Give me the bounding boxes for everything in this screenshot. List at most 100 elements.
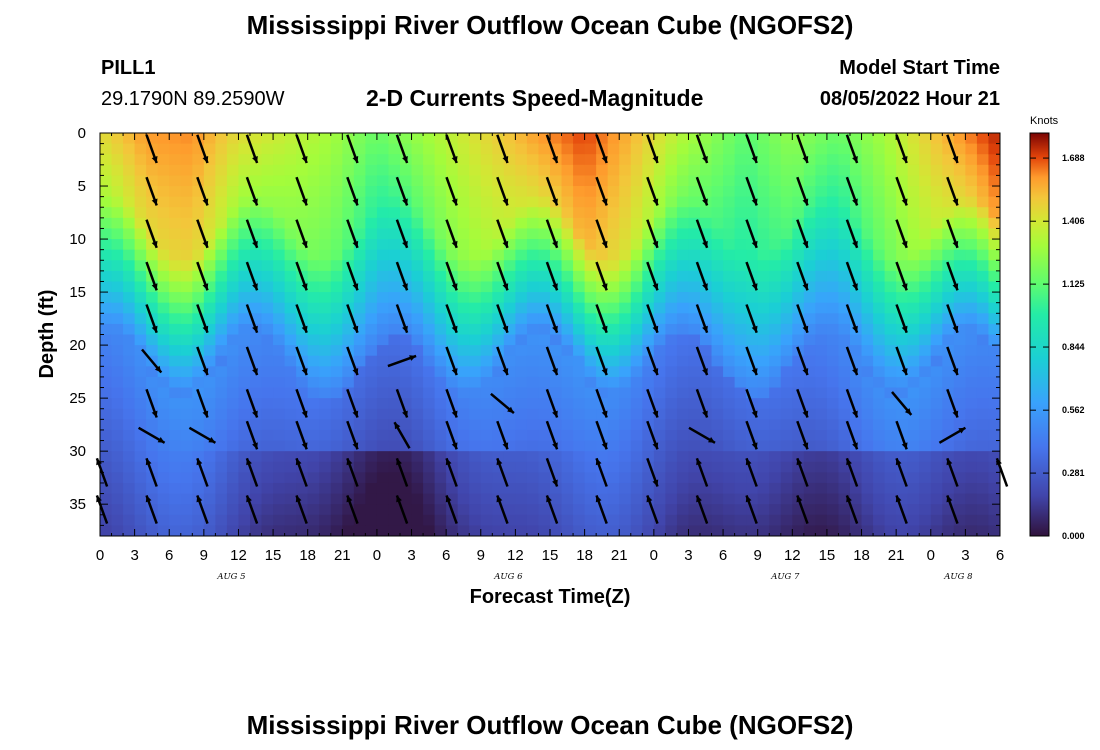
heatmap-cell [365,334,378,346]
heatmap-cell [815,440,828,452]
heatmap-cell [319,493,332,505]
heatmap-cell [319,323,332,335]
heatmap-cell [873,154,886,166]
heatmap-cell [376,398,389,410]
heatmap-cell [907,398,920,410]
current-vector [646,219,659,249]
heatmap-cell [953,186,966,198]
x-tick-label: 12 [230,547,247,564]
heatmap-cell [746,164,759,176]
heatmap-cell [896,482,909,495]
heatmap-cell [896,302,909,314]
heatmap-cell [919,376,932,389]
heatmap-cell [157,525,170,537]
heatmap-cell [111,217,124,229]
heatmap-cell [307,217,320,229]
heatmap-cell [861,175,874,187]
heatmap-cell [757,323,770,335]
heatmap-cell [550,186,563,198]
heatmap-cell [319,133,332,145]
heatmap-cell [642,207,655,219]
heatmap-cell [296,196,309,208]
heatmap-cell [896,239,909,251]
heatmap-cell [342,408,355,420]
heatmap-cell [596,217,609,229]
x-tick-label: 21 [888,547,905,564]
heatmap-cell [180,355,193,367]
heatmap-cell [296,207,309,219]
heatmap-cell [180,398,193,410]
heatmap-cell [965,355,978,367]
heatmap-cell [665,281,678,293]
heatmap-cell [561,207,574,219]
heatmap-cell [884,355,897,367]
heatmap-cell [492,387,505,399]
current-vector [745,388,758,418]
heatmap-cell [480,164,493,176]
heatmap-cell [134,186,147,198]
heatmap-cell [365,175,378,187]
heatmap-cell [561,313,574,325]
heatmap-cell [353,334,366,346]
heatmap-cell [353,398,366,410]
heatmap-cell [850,345,863,357]
heatmap-cell [411,302,424,314]
heatmap-cell [180,376,193,389]
heatmap-cell [330,133,343,145]
heatmap-cell [180,302,193,314]
heatmap-cell [180,323,193,335]
heatmap-cell [261,366,274,378]
heatmap-cell [965,143,978,155]
x-tick-label: 18 [299,547,316,564]
heatmap-cell [596,482,609,495]
heatmap-cell [907,196,920,208]
heatmap-cell [884,482,897,495]
heatmap-cell [307,482,320,495]
heatmap-cell [423,207,436,219]
heatmap-cell [284,398,297,410]
current-vector [595,420,608,450]
heatmap-cell [780,514,793,526]
heatmap-cell [700,482,713,495]
heatmap-cell [342,154,355,166]
heatmap-cell [146,461,159,473]
heatmap-cell [457,525,470,537]
heatmap-cell [353,302,366,314]
heatmap-cell [815,345,828,357]
heatmap-cell [815,186,828,198]
heatmap-cell [873,207,886,219]
heatmap-cell [584,451,597,463]
heatmap-cell [238,186,251,198]
heatmap-cell [238,207,251,219]
heatmap-cell [215,154,228,166]
heatmap-cell [619,133,632,145]
heatmap-cell [965,154,978,166]
current-vector [395,494,409,525]
heatmap-cell [815,472,828,484]
heatmap-cell [342,313,355,325]
heatmap-cell [111,398,124,410]
heatmap-cell [607,461,620,473]
heatmap-cell [942,249,955,261]
heatmap-cell [538,376,551,389]
heatmap-cell [457,398,470,410]
heatmap-cell [815,398,828,410]
heatmap-cell [307,429,320,442]
heatmap-cell [307,493,320,505]
heatmap-cell [711,525,724,537]
heatmap-cell [976,355,989,367]
heatmap-cell [815,419,828,431]
heatmap-cell [838,472,851,484]
current-vector [245,346,259,376]
heatmap-cell [215,504,228,516]
heatmap-cell [711,451,724,463]
heatmap-cell [111,482,124,495]
heatmap-cell [930,133,943,145]
heatmap-cell [653,196,666,208]
heatmap-cell [284,196,297,208]
heatmap-cell [653,323,666,335]
heatmap-cell [896,440,909,452]
heatmap-cell [561,239,574,251]
heatmap-cell [100,504,113,516]
heatmap-cell [353,440,366,452]
